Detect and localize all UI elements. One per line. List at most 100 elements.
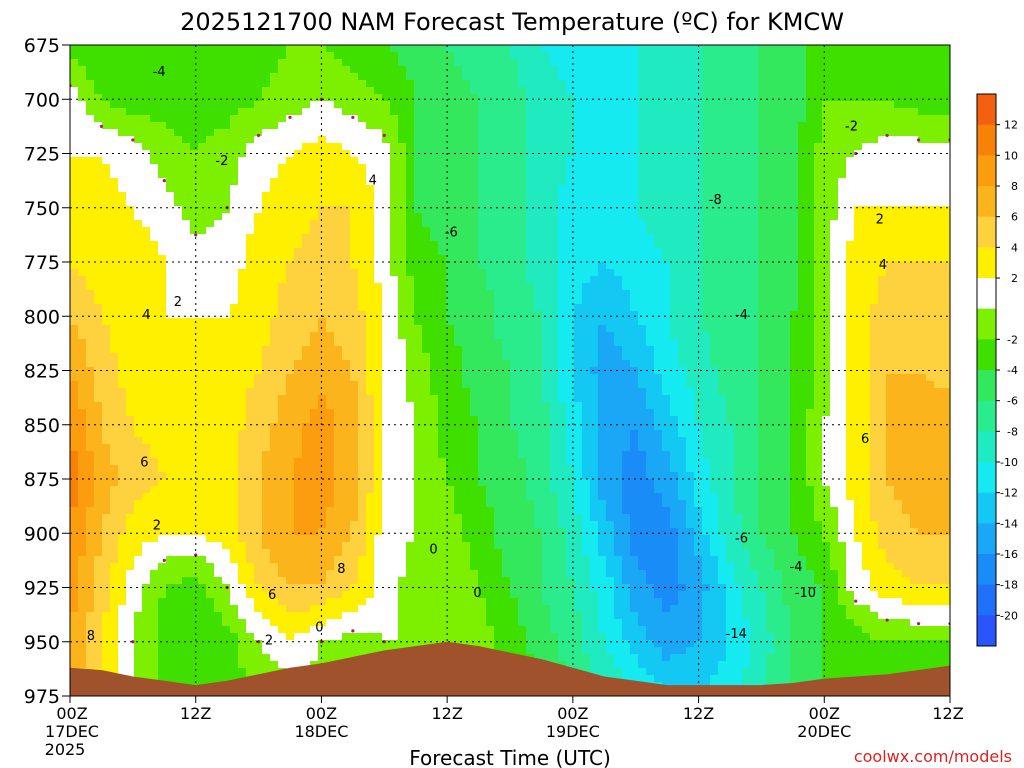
- field-cell: [350, 640, 359, 648]
- field-cell: [294, 661, 303, 669]
- field-cell: [246, 465, 255, 473]
- field-cell: [230, 87, 239, 95]
- field-cell: [486, 325, 495, 333]
- field-cell: [334, 563, 343, 571]
- field-cell: [382, 283, 391, 291]
- field-cell: [102, 213, 111, 221]
- field-cell: [342, 521, 351, 529]
- field-cell: [422, 227, 431, 235]
- field-cell: [462, 416, 471, 424]
- field-cell: [134, 332, 143, 340]
- field-cell: [118, 409, 127, 417]
- field-cell: [278, 73, 287, 81]
- field-cell: [398, 115, 407, 123]
- field-cell: [198, 563, 207, 571]
- field-cell: [454, 416, 463, 424]
- field-cell: [134, 465, 143, 473]
- field-cell: [182, 507, 191, 515]
- field-cell: [414, 283, 423, 291]
- field-cell: [174, 598, 183, 606]
- field-cell: [478, 73, 487, 81]
- field-cell: [398, 570, 407, 578]
- field-cell: [262, 360, 271, 368]
- field-cell: [438, 542, 447, 550]
- field-cell: [190, 486, 199, 494]
- field-cell: [326, 388, 335, 396]
- field-cell: [302, 500, 311, 508]
- field-cell: [326, 346, 335, 354]
- field-cell: [294, 45, 303, 53]
- field-cell: [358, 269, 367, 277]
- field-cell: [150, 339, 159, 347]
- field-cell: [326, 612, 335, 620]
- field-cell: [398, 234, 407, 242]
- field-cell: [86, 115, 95, 123]
- field-cell: [262, 192, 271, 200]
- field-cell: [214, 213, 223, 221]
- field-cell: [286, 143, 295, 151]
- field-cell: [134, 514, 143, 522]
- field-cell: [222, 493, 231, 501]
- field-cell: [262, 591, 271, 599]
- field-cell: [150, 304, 159, 312]
- field-cell: [406, 486, 415, 494]
- field-cell: [166, 633, 175, 641]
- field-cell: [78, 661, 87, 669]
- field-cell: [302, 283, 311, 291]
- field-cell: [254, 129, 263, 137]
- field-cell: [470, 402, 479, 410]
- field-cell: [198, 332, 207, 340]
- field-cell: [254, 437, 263, 445]
- field-cell: [294, 605, 303, 613]
- field-cell: [294, 311, 303, 319]
- field-cell: [302, 409, 311, 417]
- field-cell: [238, 549, 247, 557]
- field-cell: [294, 437, 303, 445]
- field-cell: [150, 556, 159, 564]
- field-cell: [246, 535, 255, 543]
- field-cell: [182, 59, 191, 67]
- field-cell: [342, 199, 351, 207]
- field-cell: [334, 409, 343, 417]
- field-cell: [78, 311, 87, 319]
- field-cell: [206, 108, 215, 116]
- field-cell: [262, 199, 271, 207]
- field-cell: [342, 619, 351, 627]
- field-cell: [118, 654, 127, 662]
- field-cell: [126, 276, 135, 284]
- field-cell: [190, 304, 199, 312]
- field-cell: [102, 199, 111, 207]
- field-cell: [478, 171, 487, 179]
- field-cell: [158, 675, 167, 683]
- field-cell: [222, 87, 231, 95]
- field-cell: [110, 479, 119, 487]
- field-cell: [430, 437, 439, 445]
- field-cell: [222, 227, 231, 235]
- field-cell: [246, 563, 255, 571]
- field-cell: [342, 647, 351, 655]
- field-cell: [422, 465, 431, 473]
- field-cell: [238, 143, 247, 151]
- field-cell: [318, 479, 327, 487]
- field-cell: [302, 192, 311, 200]
- field-cell: [446, 493, 455, 501]
- field-cell: [286, 262, 295, 270]
- field-cell: [238, 129, 247, 137]
- field-cell: [390, 563, 399, 571]
- field-cell: [150, 73, 159, 81]
- field-cell: [174, 304, 183, 312]
- field-cell: [326, 227, 335, 235]
- field-cell: [166, 374, 175, 382]
- field-cell: [406, 409, 415, 417]
- field-cell: [190, 171, 199, 179]
- field-cell: [438, 304, 447, 312]
- field-cell: [206, 234, 215, 242]
- field-cell: [246, 339, 255, 347]
- field-cell: [486, 73, 495, 81]
- field-cell: [430, 353, 439, 361]
- field-cell: [422, 563, 431, 571]
- field-cell: [294, 444, 303, 452]
- field-cell: [446, 248, 455, 256]
- field-cell: [414, 633, 423, 641]
- field-cell: [382, 206, 391, 214]
